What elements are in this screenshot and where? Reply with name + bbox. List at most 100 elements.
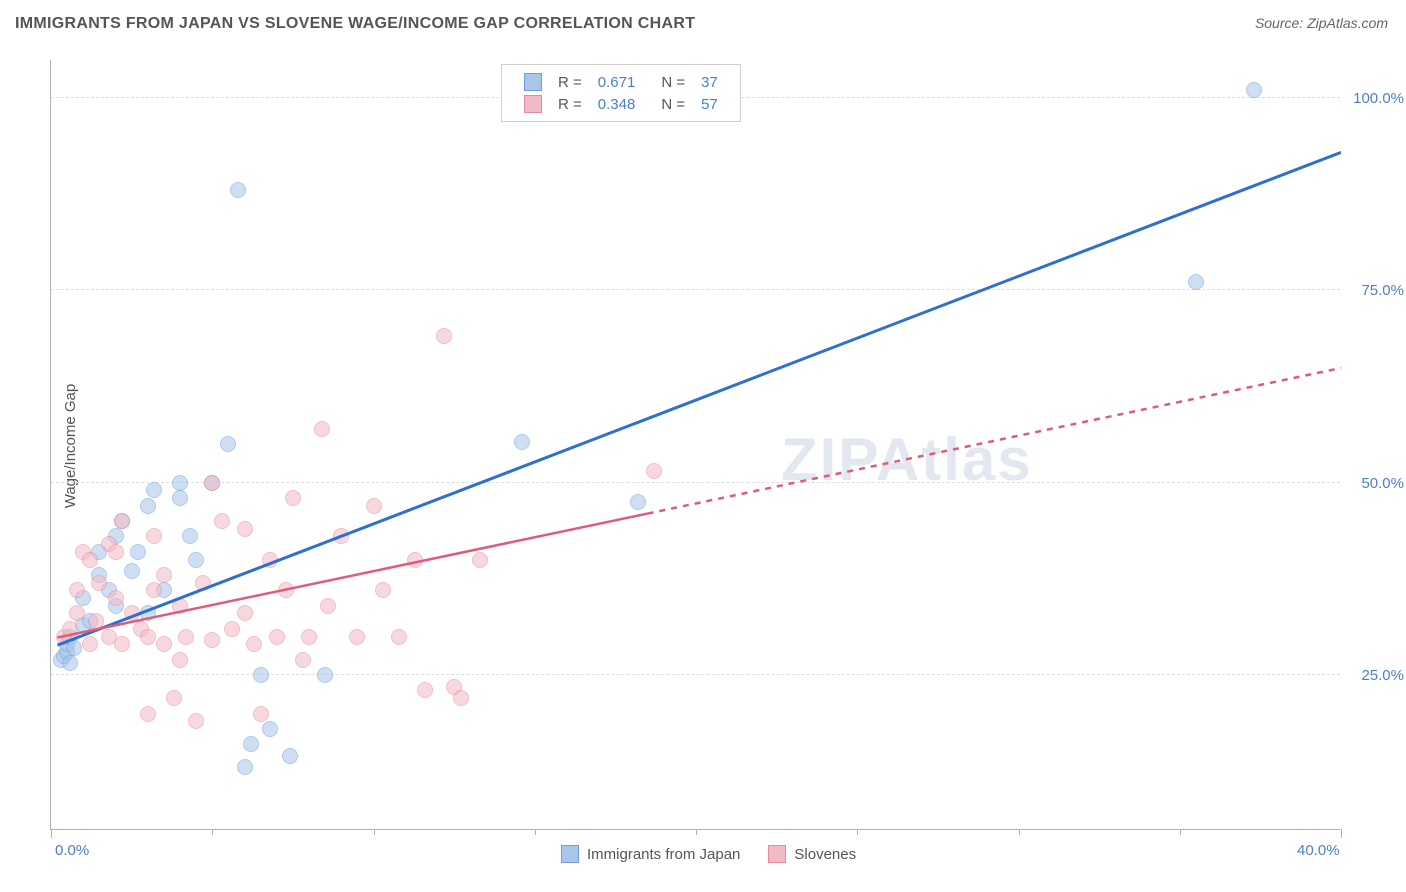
data-point (214, 513, 230, 529)
data-point (82, 636, 98, 652)
data-point (172, 598, 188, 614)
data-point (320, 598, 336, 614)
data-point (295, 652, 311, 668)
plot-area: ZIPAtlas 25.0%50.0%75.0%100.0%0.0%40.0%R… (50, 60, 1340, 830)
data-point (375, 582, 391, 598)
x-tick (212, 829, 213, 835)
trend-line (57, 152, 1341, 645)
chart-container: { "title": "IMMIGRANTS FROM JAPAN VS SLO… (0, 0, 1406, 892)
data-point (91, 575, 107, 591)
legend-series: Immigrants from Japan Slovenes (561, 845, 856, 863)
legend-r-value: 0.348 (590, 93, 644, 115)
data-point (220, 436, 236, 452)
data-point (366, 498, 382, 514)
data-point (224, 621, 240, 637)
x-tick (374, 829, 375, 835)
x-tick (1180, 829, 1181, 835)
data-point (114, 513, 130, 529)
data-point (1246, 82, 1262, 98)
x-tick-label: 40.0% (1297, 842, 1340, 859)
data-point (140, 629, 156, 645)
y-tick-label: 75.0% (1361, 282, 1404, 299)
legend-n-value: 57 (693, 93, 726, 115)
data-point (130, 544, 146, 560)
data-point (262, 552, 278, 568)
data-point (472, 552, 488, 568)
data-point (156, 567, 172, 583)
watermark: ZIPAtlas (781, 425, 1033, 494)
data-point (253, 706, 269, 722)
data-point (237, 759, 253, 775)
data-point (436, 328, 452, 344)
x-tick (857, 829, 858, 835)
data-point (285, 490, 301, 506)
data-point (140, 498, 156, 514)
y-tick-label: 50.0% (1361, 475, 1404, 492)
data-point (646, 463, 662, 479)
data-point (246, 636, 262, 652)
data-point (124, 563, 140, 579)
data-point (178, 629, 194, 645)
chart-title: IMMIGRANTS FROM JAPAN VS SLOVENE WAGE/IN… (15, 15, 695, 33)
gridline-h (51, 289, 1340, 290)
data-point (195, 575, 211, 591)
data-point (230, 182, 246, 198)
data-point (172, 490, 188, 506)
data-point (269, 629, 285, 645)
data-point (630, 494, 646, 510)
data-point (88, 613, 104, 629)
data-point (317, 667, 333, 683)
data-point (140, 706, 156, 722)
data-point (391, 629, 407, 645)
data-point (349, 629, 365, 645)
data-point (156, 636, 172, 652)
data-point (108, 544, 124, 560)
x-tick-label: 0.0% (55, 842, 89, 859)
legend-swatch (768, 845, 786, 863)
data-point (146, 528, 162, 544)
data-point (314, 421, 330, 437)
gridline-h (51, 482, 1340, 483)
data-point (301, 629, 317, 645)
data-point (453, 690, 469, 706)
data-point (172, 475, 188, 491)
x-tick (535, 829, 536, 835)
data-point (237, 521, 253, 537)
data-point (417, 682, 433, 698)
data-point (1188, 274, 1204, 290)
legend-r-value: 0.671 (590, 71, 644, 93)
y-tick-label: 100.0% (1353, 90, 1404, 107)
legend-n-label: N = (643, 71, 693, 93)
data-point (140, 605, 156, 621)
legend-item: Slovenes (768, 845, 856, 863)
legend-r-label: R = (550, 93, 590, 115)
data-point (172, 652, 188, 668)
legend-n-value: 37 (693, 71, 726, 93)
x-tick (696, 829, 697, 835)
trend-overlay (51, 60, 1341, 830)
legend-swatch (561, 845, 579, 863)
x-tick (1019, 829, 1020, 835)
data-point (62, 655, 78, 671)
data-point (262, 721, 278, 737)
data-point (243, 736, 259, 752)
data-point (69, 582, 85, 598)
data-point (188, 552, 204, 568)
data-point (204, 632, 220, 648)
legend-stats: R =0.671N =37R =0.348N =57 (501, 64, 741, 122)
gridline-h (51, 674, 1340, 675)
data-point (188, 713, 204, 729)
x-tick (51, 829, 52, 838)
legend-item: Immigrants from Japan (561, 845, 740, 863)
x-tick (1341, 829, 1342, 838)
data-point (146, 482, 162, 498)
data-point (146, 582, 162, 598)
data-point (124, 605, 140, 621)
data-point (253, 667, 269, 683)
data-point (182, 528, 198, 544)
data-point (62, 621, 78, 637)
data-point (204, 475, 220, 491)
data-point (237, 605, 253, 621)
data-point (108, 590, 124, 606)
data-point (82, 552, 98, 568)
